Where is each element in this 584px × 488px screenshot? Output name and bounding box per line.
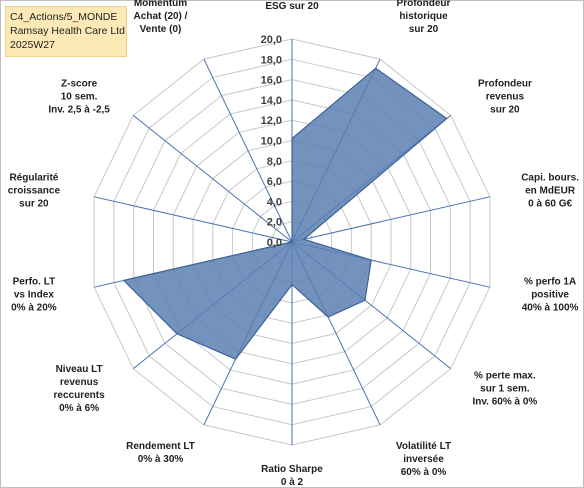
tick-label: 18,0 <box>261 54 282 66</box>
axis-label: Profondeur historique sur 20 <box>397 0 451 35</box>
tick-label: 8,0 <box>267 156 282 168</box>
tick-label: 4,0 <box>267 196 282 208</box>
axis-label: % perte max. sur 1 sem. Inv. 60% à 0% <box>472 370 537 407</box>
tick-label: 10,0 <box>261 136 282 148</box>
axis-label: Profondeur revenus sur 20 <box>478 79 532 116</box>
axis-label: Momentum Achat (20) / Vente (0) <box>134 0 188 35</box>
info-market: C4_Actions/5_MONDE <box>10 11 118 23</box>
tick-label: 20,0 <box>261 34 282 46</box>
tick-label: 14,0 <box>261 95 282 107</box>
tick-label: 16,0 <box>261 75 282 87</box>
axis-label: Régularité croissance sur 20 <box>8 172 61 209</box>
axis-label: NoteESG sur 20 <box>265 0 319 12</box>
tick-label: 0,0 <box>267 237 282 249</box>
series-area <box>122 67 448 360</box>
axis-spoke <box>203 58 293 243</box>
info-company: Ramsay Health Care Ltd <box>10 25 125 37</box>
axis-label: Ratio Sharpe 0 à 2 <box>261 464 323 488</box>
axis-label: % perfo 1A positive 40% à 100% <box>522 277 579 314</box>
axis-spoke <box>132 115 293 243</box>
axis-label: Volatilité LT inversée 60% à 0% <box>396 441 451 478</box>
axis-label: Niveau LT revenus reccurents 0% à 6% <box>54 364 106 414</box>
tick-label: 6,0 <box>267 176 282 188</box>
axis-spoke <box>93 196 293 243</box>
radar-tick-labels: 0,0 2,0 4,0 6,0 8,0 10,0 12,0 14,0 16,0 18,0 20,0 <box>261 34 282 249</box>
axis-spoke <box>291 196 491 243</box>
axis-label: Perfo. LT vs Index 0% à 20% <box>11 277 57 314</box>
info-box: C4_Actions/5_MONDE Ramsay Health Care Lt… <box>5 6 127 57</box>
tick-label: 2,0 <box>267 217 282 229</box>
info-week: 2025W27 <box>10 39 55 51</box>
axis-label: Capi. bours. en MdEUR 0 à 60 G€ <box>521 172 579 209</box>
radar-series <box>122 67 448 360</box>
axis-label: Z-score 10 sem. Inv. 2,5 à -2,5 <box>48 79 110 116</box>
axis-label: Rendement LT 0% à 30% <box>126 441 195 465</box>
tick-label: 12,0 <box>261 115 282 127</box>
